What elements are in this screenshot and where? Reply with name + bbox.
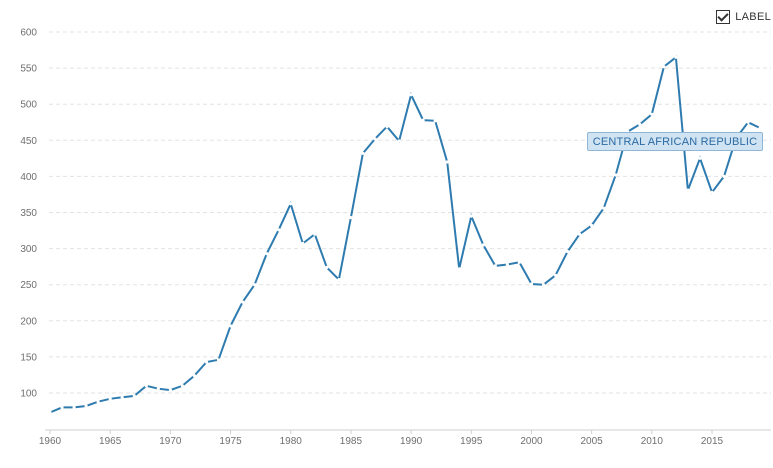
- data-point[interactable]: [578, 232, 582, 236]
- x-tick-label: 1980: [280, 436, 303, 447]
- data-point[interactable]: [722, 174, 726, 178]
- data-point[interactable]: [192, 374, 196, 378]
- y-tick-label: 250: [20, 280, 37, 291]
- data-point[interactable]: [289, 202, 293, 206]
- label-toggle[interactable]: LABEL: [716, 10, 771, 24]
- x-axis-ticks: 1960 1965 1970 1975 1980 1985 1990 1995 2000 2005…: [39, 430, 724, 447]
- y-axis-ticks: 100 150 200 250 300 350 400 450 500 550 600: [20, 28, 37, 400]
- x-tick-label: 2015: [701, 436, 724, 447]
- y-tick-label: 550: [20, 64, 37, 75]
- x-tick-label: 1985: [340, 436, 363, 447]
- data-point[interactable]: [590, 223, 594, 228]
- data-point[interactable]: [72, 405, 76, 409]
- data-point[interactable]: [120, 395, 124, 399]
- data-point[interactable]: [650, 112, 654, 116]
- data-point[interactable]: [337, 278, 341, 282]
- data-point[interactable]: [445, 160, 449, 164]
- data-point[interactable]: [373, 137, 377, 141]
- data-point[interactable]: [385, 125, 389, 129]
- data-point[interactable]: [397, 139, 401, 143]
- series-line: [49, 55, 761, 414]
- data-point[interactable]: [566, 249, 570, 254]
- data-point[interactable]: [505, 262, 509, 267]
- x-tick-label: 1960: [39, 436, 62, 447]
- data-point[interactable]: [84, 404, 88, 408]
- data-point[interactable]: [433, 119, 437, 123]
- data-point[interactable]: [60, 405, 64, 409]
- x-tick-label: 1990: [400, 436, 423, 447]
- data-point[interactable]: [313, 232, 317, 236]
- data-point[interactable]: [457, 267, 461, 271]
- x-tick-label: 1970: [159, 436, 182, 447]
- data-point[interactable]: [529, 282, 534, 286]
- data-point[interactable]: [349, 216, 353, 220]
- y-tick-label: 450: [20, 136, 37, 147]
- y-tick-label: 500: [20, 100, 37, 111]
- data-point[interactable]: [180, 384, 184, 388]
- y-tick-label: 200: [20, 316, 37, 327]
- data-point[interactable]: [421, 118, 425, 122]
- data-point[interactable]: [541, 283, 546, 287]
- label-toggle-text: LABEL: [735, 11, 771, 23]
- data-point[interactable]: [553, 273, 558, 277]
- data-point[interactable]: [614, 173, 618, 177]
- y-tick-label: 150: [20, 352, 37, 363]
- data-point[interactable]: [698, 156, 702, 160]
- data-point[interactable]: [758, 126, 762, 130]
- data-point[interactable]: [686, 188, 690, 192]
- data-point[interactable]: [253, 283, 257, 287]
- y-tick-label: 100: [20, 389, 37, 400]
- data-point[interactable]: [746, 120, 750, 124]
- data-point[interactable]: [493, 264, 497, 268]
- data-point[interactable]: [638, 122, 642, 126]
- series-group: [48, 55, 762, 415]
- x-tick-label: 1995: [460, 436, 483, 447]
- data-point[interactable]: [710, 190, 714, 194]
- data-point[interactable]: [241, 300, 245, 304]
- data-point[interactable]: [481, 243, 485, 247]
- data-point[interactable]: [517, 260, 522, 264]
- data-point[interactable]: [96, 400, 100, 404]
- y-tick-label: 400: [20, 172, 37, 183]
- data-point[interactable]: [48, 410, 52, 415]
- data-point[interactable]: [108, 397, 112, 401]
- data-point[interactable]: [361, 151, 365, 155]
- data-point[interactable]: [325, 265, 329, 269]
- data-point[interactable]: [662, 65, 666, 69]
- x-tick-label: 2000: [520, 436, 543, 447]
- data-point[interactable]: [216, 358, 221, 362]
- data-point[interactable]: [144, 384, 148, 388]
- data-point[interactable]: [602, 206, 606, 210]
- label-checkbox-icon[interactable]: [716, 10, 731, 24]
- data-point[interactable]: [265, 252, 269, 256]
- data-point[interactable]: [301, 241, 305, 246]
- data-point[interactable]: [168, 388, 172, 392]
- y-tick-label: 350: [20, 208, 37, 219]
- y-tick-label: 600: [20, 28, 37, 39]
- data-point[interactable]: [228, 324, 233, 328]
- data-point[interactable]: [204, 360, 209, 364]
- gridlines: [49, 31, 771, 394]
- x-tick-label: 1975: [219, 436, 242, 447]
- x-tick-label: 1965: [99, 436, 122, 447]
- data-point[interactable]: [409, 93, 413, 97]
- series-label-tag: CENTRAL AFRICAN REPUBLIC: [587, 132, 763, 151]
- data-point[interactable]: [674, 55, 678, 59]
- data-point[interactable]: [469, 214, 473, 218]
- data-point[interactable]: [277, 228, 281, 232]
- x-tick-label: 2010: [641, 436, 664, 447]
- data-point[interactable]: [156, 387, 160, 391]
- x-tick-label: 2005: [581, 436, 604, 447]
- data-point[interactable]: [132, 394, 136, 398]
- y-tick-label: 300: [20, 244, 37, 255]
